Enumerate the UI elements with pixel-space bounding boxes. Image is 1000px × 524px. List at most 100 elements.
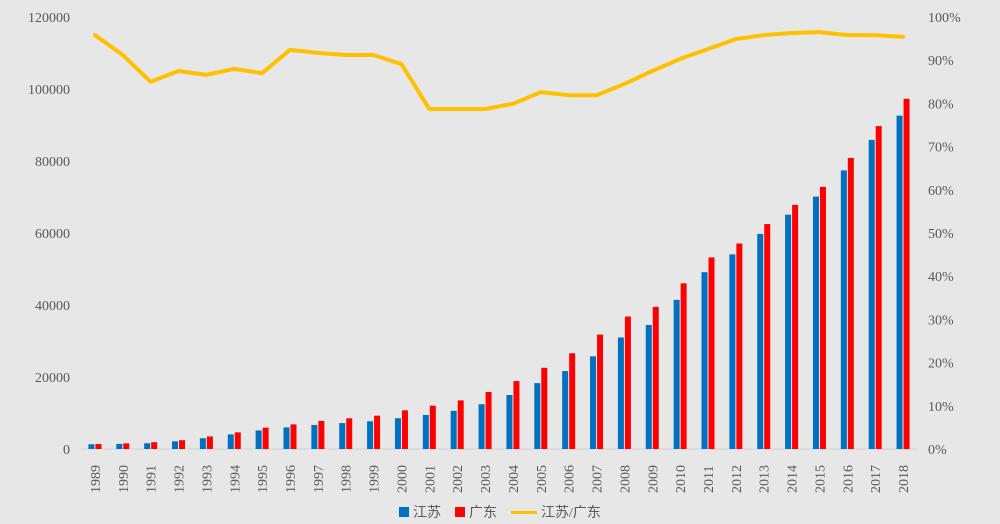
bar-guangdong bbox=[792, 204, 799, 449]
bar-jiangsu bbox=[562, 371, 569, 449]
legend: 江苏 广东 江苏/广东 bbox=[0, 502, 1000, 522]
right-tick-label: 90% bbox=[928, 54, 954, 69]
bar-jiangsu bbox=[590, 356, 597, 449]
right-tick-label: 10% bbox=[928, 400, 954, 415]
bar-guangdong bbox=[374, 415, 381, 449]
right-tick-label: 40% bbox=[928, 270, 954, 285]
bar-jiangsu bbox=[339, 423, 346, 449]
x-tick-label: 2000 bbox=[395, 465, 410, 493]
x-tick-label: 2017 bbox=[869, 465, 884, 493]
left-tick-label: 20000 bbox=[35, 371, 70, 386]
right-tick-label: 0% bbox=[928, 443, 947, 458]
bar-guangdong bbox=[541, 367, 548, 449]
bar-jiangsu bbox=[88, 444, 95, 449]
left-tick-label: 40000 bbox=[35, 299, 70, 314]
x-tick-label: 2012 bbox=[730, 465, 745, 493]
bar-guangdong bbox=[151, 442, 158, 449]
bar-jiangsu bbox=[422, 414, 429, 449]
x-tick-label: 2002 bbox=[451, 465, 466, 493]
bar-jiangsu bbox=[673, 299, 680, 449]
x-tick-label: 1990 bbox=[117, 465, 132, 493]
bar-guangdong bbox=[652, 306, 659, 449]
right-tick-label: 60% bbox=[928, 184, 954, 199]
x-tick-label: 1997 bbox=[312, 465, 327, 493]
x-tick-label: 2004 bbox=[507, 465, 522, 493]
bar-guangdong bbox=[179, 440, 186, 449]
bar-jiangsu bbox=[645, 324, 652, 449]
bar-jiangsu bbox=[896, 115, 903, 450]
bar-guangdong bbox=[206, 436, 213, 449]
bar-guangdong bbox=[318, 421, 325, 449]
bar-guangdong bbox=[234, 432, 241, 449]
x-tick-label: 2014 bbox=[786, 465, 801, 493]
bar-guangdong bbox=[903, 98, 910, 450]
legend-label: 广东 bbox=[469, 506, 498, 521]
bar-jiangsu bbox=[812, 196, 819, 449]
bar-jiangsu bbox=[868, 139, 875, 450]
bar-jiangsu bbox=[172, 441, 179, 449]
x-tick-label: 1995 bbox=[256, 465, 271, 493]
x-tick-label: 1998 bbox=[340, 465, 355, 493]
legend-item-ratio: 江苏/广东 bbox=[511, 502, 601, 522]
x-tick-label: 2008 bbox=[618, 465, 633, 493]
left-tick-label: 120000 bbox=[28, 11, 70, 26]
bar-guangdong bbox=[764, 224, 771, 449]
bar-guangdong bbox=[401, 410, 408, 449]
x-tick-label: 1992 bbox=[173, 465, 188, 493]
x-tick-label: 2006 bbox=[563, 465, 578, 493]
bar-guangdong bbox=[680, 283, 687, 449]
x-tick-label: 2011 bbox=[702, 466, 717, 493]
bar-guangdong bbox=[708, 257, 715, 449]
x-tick-label: 2013 bbox=[758, 465, 773, 493]
x-tick-label: 2015 bbox=[813, 465, 828, 493]
bar-guangdong bbox=[597, 334, 604, 449]
bar-guangdong bbox=[485, 391, 492, 449]
bar-guangdong bbox=[819, 186, 826, 449]
bar-jiangsu bbox=[283, 427, 290, 449]
right-tick-label: 70% bbox=[928, 141, 954, 156]
bar-jiangsu bbox=[199, 438, 206, 449]
bar-guangdong bbox=[429, 405, 436, 449]
bar-jiangsu bbox=[617, 337, 624, 449]
bar-jiangsu bbox=[729, 254, 736, 449]
x-tick-label: 2001 bbox=[423, 465, 438, 493]
legend-swatch bbox=[399, 507, 410, 517]
x-tick-label: 1989 bbox=[89, 465, 104, 493]
right-tick-label: 30% bbox=[928, 313, 954, 328]
x-tick-label: 2016 bbox=[841, 465, 856, 493]
bar-guangdong bbox=[262, 427, 269, 449]
legend-swatch bbox=[455, 507, 466, 517]
left-tick-label: 0 bbox=[63, 443, 70, 458]
bar-jiangsu bbox=[478, 404, 485, 449]
right-tick-label: 80% bbox=[928, 97, 954, 112]
bar-guangdong bbox=[457, 400, 464, 449]
bar-jiangsu bbox=[785, 214, 792, 449]
bar-guangdong bbox=[513, 381, 520, 449]
x-tick-label: 1996 bbox=[284, 465, 299, 493]
right-tick-label: 20% bbox=[928, 357, 954, 372]
bar-guangdong bbox=[346, 418, 353, 449]
x-tick-label: 2007 bbox=[591, 465, 606, 493]
legend-item-guangdong: 广东 bbox=[455, 502, 497, 522]
x-tick-label: 1993 bbox=[200, 465, 215, 493]
bar-jiangsu bbox=[116, 443, 123, 449]
bar-jiangsu bbox=[311, 424, 318, 449]
right-tick-label: 100% bbox=[928, 11, 961, 26]
bar-guangdong bbox=[736, 243, 743, 449]
bar-guangdong bbox=[875, 126, 882, 449]
ratio-line bbox=[92, 30, 906, 112]
bar-guangdong bbox=[569, 353, 576, 449]
bar-guangdong bbox=[95, 444, 102, 449]
bar-jiangsu bbox=[534, 383, 541, 449]
right-tick-label: 50% bbox=[928, 227, 954, 242]
bar-jiangsu bbox=[757, 233, 764, 449]
left-tick-label: 80000 bbox=[35, 155, 70, 170]
x-tick-label: 2003 bbox=[479, 465, 494, 493]
bar-guangdong bbox=[290, 424, 297, 449]
x-tick-label: 2005 bbox=[535, 465, 550, 493]
bar-jiangsu bbox=[394, 418, 401, 449]
bar-jiangsu bbox=[255, 430, 262, 449]
left-tick-label: 60000 bbox=[35, 227, 70, 242]
x-tick-label: 1999 bbox=[368, 465, 383, 493]
